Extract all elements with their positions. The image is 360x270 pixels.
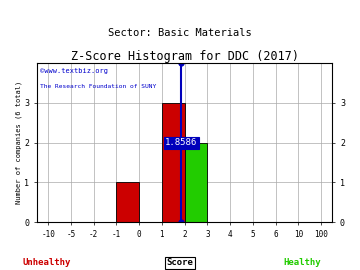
Text: Score: Score (167, 258, 193, 267)
Bar (162, 103, 185, 222)
Text: The Research Foundation of SUNY: The Research Foundation of SUNY (40, 84, 156, 89)
Text: Healthy: Healthy (284, 258, 321, 267)
Bar (185, 143, 207, 222)
Text: Unhealthy: Unhealthy (23, 258, 71, 267)
Text: ©www.textbiz.org: ©www.textbiz.org (40, 68, 108, 74)
Bar (116, 183, 139, 222)
Text: Sector: Basic Materials: Sector: Basic Materials (108, 28, 252, 38)
Y-axis label: Number of companies (6 total): Number of companies (6 total) (15, 81, 22, 204)
Text: 1.8586: 1.8586 (165, 138, 198, 147)
Title: Z-Score Histogram for DDC (2017): Z-Score Histogram for DDC (2017) (71, 50, 299, 63)
